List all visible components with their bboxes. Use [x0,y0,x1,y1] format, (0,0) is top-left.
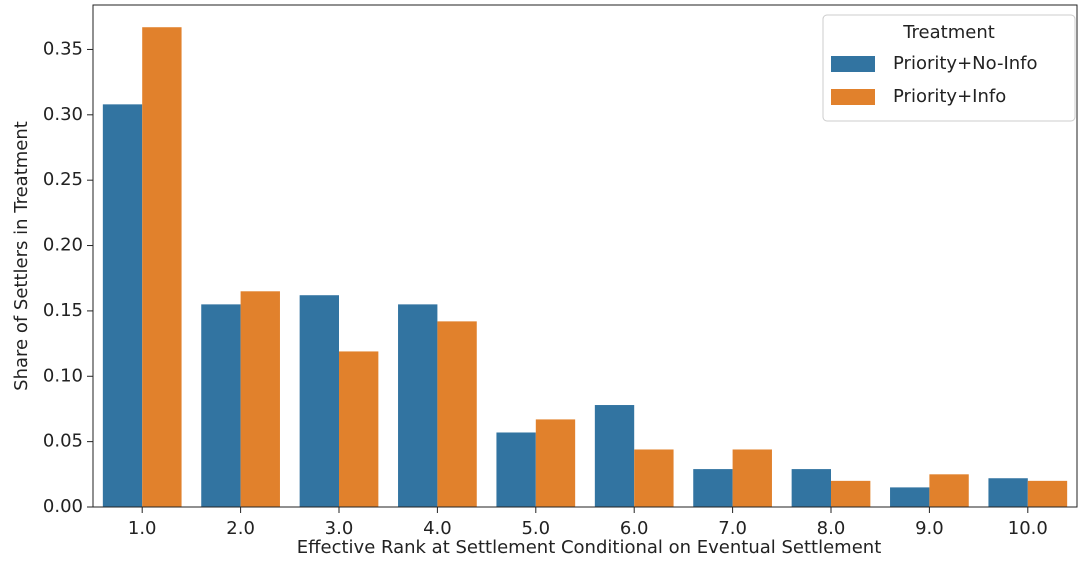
bar [398,304,438,507]
y-tick-label: 0.35 [43,38,83,59]
bar [732,449,772,507]
bar [890,487,930,507]
y-tick-label: 0.25 [43,169,83,190]
bar [535,419,576,507]
x-tick-label: 9.0 [915,518,944,539]
bar [299,295,339,507]
bar [142,27,182,507]
bar [693,469,733,507]
bar [634,449,674,507]
legend-label: Priority+No-Info [893,53,1038,74]
x-tick-label: 8.0 [817,518,846,539]
bar [791,469,831,507]
x-tick-label: 10.0 [1008,518,1048,539]
legend-swatch [831,56,875,72]
y-tick-label: 0.00 [43,496,83,517]
x-tick-label: 2.0 [226,518,255,539]
legend-label: Priority+Info [893,86,1006,107]
bar [201,304,241,507]
x-tick-label: 4.0 [423,518,452,539]
bar [831,480,871,507]
bar [339,351,379,507]
y-tick-label: 0.05 [43,431,83,452]
bar [929,474,969,507]
bar [496,432,536,507]
y-tick-label: 0.15 [43,300,83,321]
bar [240,291,280,507]
bar [1027,480,1068,507]
bar [594,405,635,507]
x-tick-label: 6.0 [620,518,649,539]
y-tick-label: 0.30 [43,104,83,125]
x-tick-label: 5.0 [521,518,550,539]
y-axis-label: Share of Settlers in Treatment [11,121,32,391]
y-tick-label: 0.20 [43,235,83,256]
legend-title: Treatment [902,22,995,43]
bar [102,104,143,508]
x-tick-label: 3.0 [325,518,354,539]
x-tick-label: 7.0 [718,518,747,539]
x-tick-label: 1.0 [128,518,157,539]
bar [988,478,1028,507]
plot-frame [92,4,1078,508]
bar [437,321,477,507]
x-axis-label: Effective Rank at Settlement Conditional… [297,537,882,558]
y-tick-label: 0.10 [43,365,83,386]
legend-box [822,14,1076,122]
legend-swatch [831,89,875,105]
